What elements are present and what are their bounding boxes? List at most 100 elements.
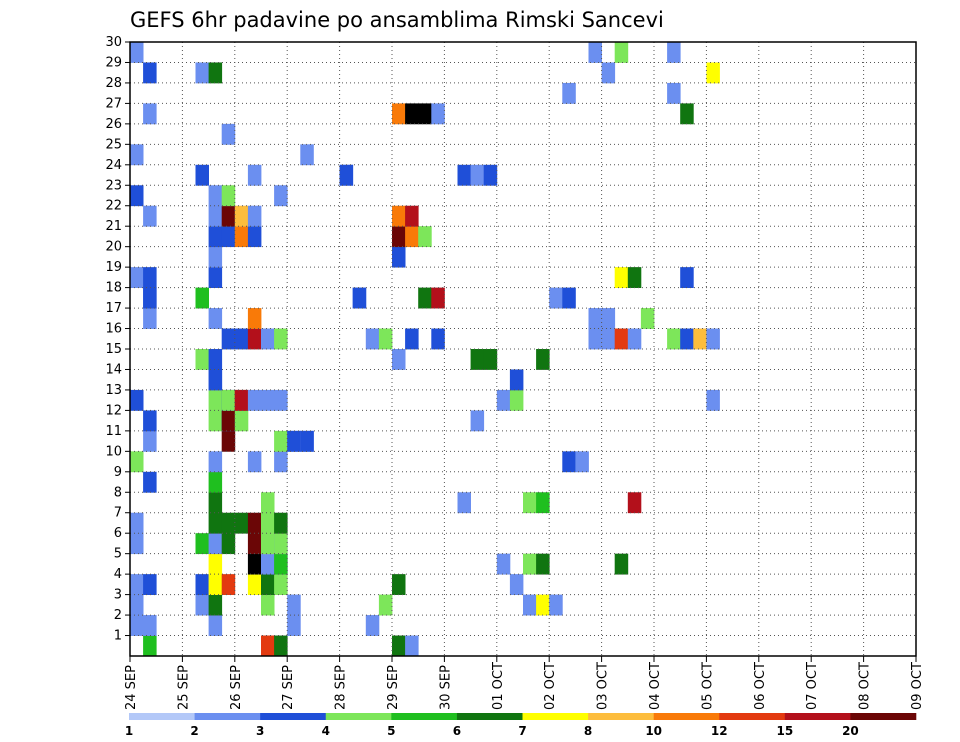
x-tick-label: 03 OCT <box>596 662 611 710</box>
precip-cell <box>405 635 419 657</box>
y-tick-label: 30 <box>105 35 122 50</box>
y-tick-label: 28 <box>105 76 122 91</box>
precip-cell <box>143 635 157 657</box>
grid-layer <box>130 42 916 656</box>
precip-cell <box>339 164 354 186</box>
precip-cell <box>261 574 275 595</box>
precip-cell <box>274 574 288 595</box>
precip-cell <box>523 553 537 575</box>
precip-cell <box>130 451 144 473</box>
precip-cell <box>234 410 249 432</box>
x-tick-label: 02 OCT <box>543 662 558 710</box>
precip-cell <box>130 144 144 166</box>
precip-cell <box>562 287 576 309</box>
precip-cell <box>405 226 419 248</box>
legend-swatch <box>719 713 786 720</box>
precip-cell <box>143 308 157 329</box>
legend-label: 1 <box>125 724 133 738</box>
precip-cell <box>234 512 249 534</box>
precip-cell <box>221 123 236 145</box>
y-tick-label: 27 <box>105 96 122 111</box>
precip-cell <box>378 594 393 616</box>
precip-cell <box>261 328 275 350</box>
precip-cell <box>470 410 485 432</box>
precip-cell <box>470 164 485 186</box>
precip-cell <box>365 328 380 350</box>
precip-cell <box>208 185 223 207</box>
precip-cell <box>130 185 144 207</box>
precip-cell <box>470 349 485 370</box>
precip-cell <box>667 42 681 63</box>
precip-cell <box>457 164 471 186</box>
precip-cell <box>431 328 445 350</box>
chart-title: GEFS 6hr padavine po ansamblima Rimski S… <box>130 8 664 32</box>
y-tick-label: 25 <box>105 137 122 152</box>
legend-swatch <box>850 713 917 720</box>
legend-swatch <box>260 713 327 720</box>
precip-cell <box>405 205 419 227</box>
precip-cell <box>405 103 419 125</box>
precip-cell <box>431 287 445 309</box>
legend-swatch <box>784 713 851 720</box>
precip-cell <box>143 471 157 493</box>
x-tick-label: 09 OCT <box>910 662 925 710</box>
precip-cell <box>562 451 576 473</box>
y-tick-label: 19 <box>105 260 122 275</box>
precip-cell <box>208 369 223 391</box>
precip-cell <box>274 553 288 575</box>
precip-cell <box>247 389 262 411</box>
y-tick-label: 15 <box>105 342 122 357</box>
y-tick-label: 22 <box>105 199 122 214</box>
precip-cell <box>614 553 629 575</box>
precip-cell <box>130 389 144 411</box>
legend-label: 20 <box>842 724 859 738</box>
x-tick-label: 06 OCT <box>753 662 768 710</box>
precip-cell <box>143 287 157 309</box>
precip-cell <box>405 328 419 350</box>
precip-cell <box>667 82 681 104</box>
precip-cell <box>208 533 223 555</box>
precip-cell <box>247 226 262 248</box>
precip-cell <box>247 164 262 186</box>
precip-cell <box>300 430 314 452</box>
precip-cell <box>614 328 629 350</box>
precip-cell <box>274 185 288 207</box>
precip-cell <box>667 328 681 350</box>
legend-swatch <box>129 713 195 720</box>
precip-cell <box>588 308 602 329</box>
precip-cell <box>208 205 223 227</box>
precip-cell <box>208 62 223 84</box>
precip-cell <box>418 226 432 248</box>
precip-cell <box>195 349 209 370</box>
legend-label: 8 <box>584 724 592 738</box>
precip-cell <box>614 42 629 63</box>
precip-cell <box>247 308 262 329</box>
precip-cell <box>274 451 288 473</box>
y-tick-label: 10 <box>105 444 122 459</box>
y-tick-label: 1 <box>114 629 122 644</box>
legend-swatch <box>588 713 654 720</box>
x-tick-label: 07 OCT <box>805 662 820 710</box>
precip-cell <box>588 42 602 63</box>
precip-cell <box>392 103 406 125</box>
precip-cell <box>195 287 209 309</box>
precip-cell <box>392 246 406 268</box>
precip-cell <box>195 533 209 555</box>
precip-cell <box>247 553 262 575</box>
precip-cell <box>234 389 249 411</box>
precip-cell <box>287 594 301 616</box>
precip-cell <box>365 615 380 636</box>
y-tick-label: 29 <box>105 55 122 70</box>
x-tick-label: 30 SEP <box>438 665 453 710</box>
precip-cell <box>208 410 223 432</box>
precip-cell <box>536 349 550 370</box>
precip-cell <box>221 205 236 227</box>
precip-cell <box>208 615 223 636</box>
precip-cell <box>195 62 209 84</box>
precip-cell <box>208 267 223 288</box>
precip-cell <box>287 615 301 636</box>
precip-cell <box>601 328 616 350</box>
y-tick-label: 13 <box>105 383 122 398</box>
precip-cell <box>523 594 537 616</box>
legend-label: 5 <box>387 724 395 738</box>
